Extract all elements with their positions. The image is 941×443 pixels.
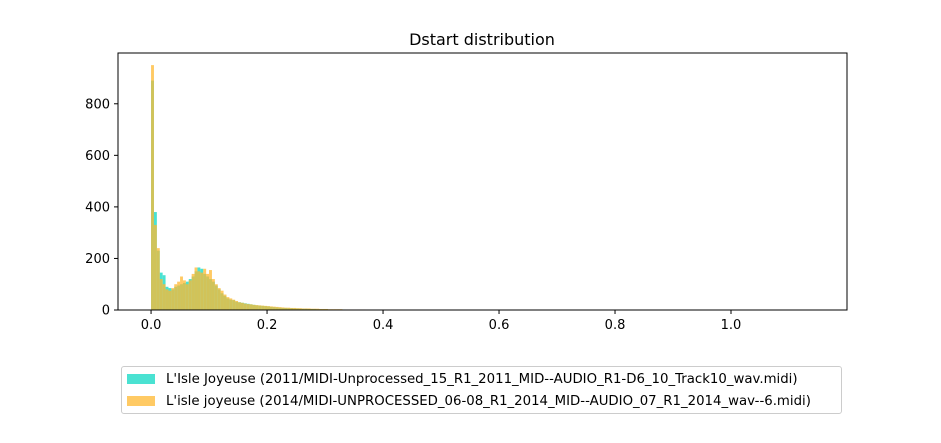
histogram-bar-series-1 [194, 267, 198, 310]
histogram-bar-series-1 [284, 307, 288, 310]
histogram-bar-series-1 [151, 65, 154, 310]
histogram-bar-series-1 [322, 308, 326, 310]
histogram-bar-series-1 [267, 306, 270, 310]
histogram-bar-series-1 [162, 284, 166, 310]
x-axis: 0.0 0.2 0.4 0.6 0.8 1.0 [141, 310, 742, 333]
histogram-bar-series-1 [226, 297, 230, 310]
x-tick-label: 0.0 [141, 318, 162, 333]
histogram-bar-series-1 [290, 307, 294, 310]
histogram-bar-series-1 [223, 294, 227, 310]
histogram-bar-series-1 [264, 305, 268, 310]
histogram-bar-series-1 [168, 290, 172, 310]
x-tick-label: 0.4 [373, 318, 394, 333]
x-tick-label: 0.6 [489, 318, 510, 333]
y-tick-label: 800 [85, 97, 110, 112]
histogram-bar-series-1 [310, 308, 314, 310]
histogram-bar-series-1 [240, 302, 244, 310]
histogram-bar-series-1 [287, 307, 291, 310]
histogram-bar-series-1 [220, 290, 224, 310]
histogram-bar-series-1 [252, 304, 256, 310]
x-tick-label: 0.2 [257, 318, 278, 333]
legend-entry: L'Isle Joyeuse (2011/MIDI-Unprocessed_15… [127, 370, 798, 388]
histogram-bar-series-1 [238, 302, 241, 310]
legend-entry: L'isle joyeuse (2014/MIDI-UNPROCESSED_06… [127, 392, 811, 410]
histogram-bar-series-1 [177, 281, 181, 310]
histogram-bar-series-1 [206, 273, 210, 310]
histogram-bar-series-1 [214, 284, 218, 310]
y-tick-label: 400 [85, 200, 110, 215]
y-tick-label: 200 [85, 252, 110, 267]
histogram-bar-series-1 [229, 298, 233, 310]
plot-frame [117, 52, 848, 311]
histogram-bar-series-1 [304, 308, 308, 310]
plot-area [118, 53, 847, 310]
histogram-bar-series-1 [319, 308, 323, 310]
histogram-bar-series-1 [171, 288, 175, 310]
histogram-bar-series-1 [255, 305, 259, 310]
y-axis: 0 200 400 600 800 [85, 97, 118, 319]
histogram-bar-series-1 [235, 300, 239, 310]
histogram-bar-series-1 [180, 276, 183, 310]
histogram-bar-series-1 [269, 306, 273, 310]
histogram-bar-series-1 [258, 305, 262, 310]
histogram-bar-series-1 [296, 308, 299, 310]
histogram-bar-series-1 [246, 304, 250, 310]
histogram-bar-series-1 [278, 307, 282, 310]
y-tick-label: 600 [85, 149, 110, 164]
histogram-bar-series-1 [153, 224, 157, 310]
histogram-bar-series-1 [217, 288, 221, 310]
histogram-bar-series-1 [232, 299, 236, 310]
histogram-bar-series-1 [298, 308, 302, 310]
histogram-bar-series-1 [188, 280, 192, 310]
histogram-bar-series-1 [293, 307, 297, 310]
histogram-bar-series-1 [316, 308, 320, 310]
histogram-bar-series-1 [301, 308, 305, 310]
histogram-bar-series-1 [200, 272, 204, 310]
histogram-bar-series-1 [325, 308, 328, 310]
histogram-bar-series-1 [275, 306, 279, 310]
histogram-bar-series-1 [209, 270, 212, 310]
histogram-bar-series-1 [185, 284, 189, 310]
histogram-bar-series-1 [272, 306, 276, 310]
histogram-bars [151, 65, 418, 310]
chart-title: Dstart distribution [409, 30, 555, 49]
histogram-bar-series-1 [211, 279, 215, 310]
legend-swatch [127, 374, 155, 384]
histogram-bar-series-1 [203, 268, 207, 310]
x-tick-label: 1.0 [721, 318, 742, 333]
histogram-bar-series-1 [307, 308, 311, 310]
histogram-bar-series-1 [249, 304, 253, 310]
histogram-bar-series-1 [165, 289, 169, 310]
legend-swatch [127, 396, 155, 406]
histogram-bar-series-1 [261, 305, 265, 310]
histogram-bar-series-1 [191, 273, 195, 310]
histogram-bar-series-1 [197, 271, 201, 310]
histogram-bar-series-1 [174, 284, 178, 310]
legend: L'Isle Joyeuse (2011/MIDI-Unprocessed_15… [121, 366, 842, 414]
histogram-bar-series-1 [281, 307, 285, 310]
legend-label: L'Isle Joyeuse (2011/MIDI-Unprocessed_15… [166, 371, 798, 387]
histogram-bar-series-1 [313, 308, 317, 310]
y-tick-label: 0 [102, 304, 110, 319]
histogram-bar-series-1 [156, 248, 160, 310]
histogram-bar-series-1 [159, 279, 163, 310]
histogram-bar-series-1 [243, 303, 247, 310]
histogram-bar-series-1 [182, 280, 186, 310]
x-tick-label: 0.8 [605, 318, 626, 333]
legend-label: L'isle joyeuse (2014/MIDI-UNPROCESSED_06… [166, 393, 811, 409]
